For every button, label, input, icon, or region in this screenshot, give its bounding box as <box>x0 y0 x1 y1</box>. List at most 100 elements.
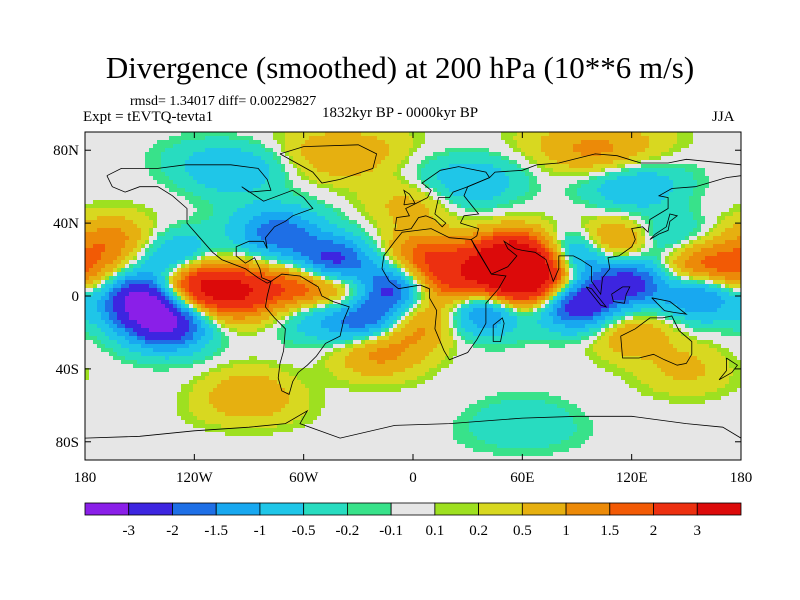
field-cell <box>253 148 258 153</box>
field-cell <box>221 188 226 193</box>
field-cell <box>161 164 166 169</box>
field-cell <box>597 228 602 233</box>
field-cell <box>685 140 690 145</box>
field-cell <box>457 216 462 221</box>
field-cell <box>125 204 130 209</box>
field-cell <box>713 236 718 241</box>
field-cell <box>589 144 594 149</box>
field-cell <box>609 248 614 253</box>
field-cell <box>261 188 266 193</box>
field-cell <box>697 248 702 253</box>
field-cell <box>697 188 702 193</box>
field-cell <box>557 224 562 229</box>
field-cell <box>101 244 106 249</box>
field-cell <box>461 144 466 149</box>
field-cell <box>205 212 210 217</box>
field-cell <box>201 184 206 189</box>
field-cell <box>181 192 186 197</box>
field-cell <box>145 200 150 205</box>
field-cell <box>305 136 310 141</box>
field-cell <box>657 152 662 157</box>
field-cell <box>125 232 130 237</box>
field-cell <box>497 200 502 205</box>
field-cell <box>149 180 154 185</box>
field-cell <box>605 240 610 245</box>
field-cell <box>717 148 722 153</box>
field-cell <box>529 192 534 197</box>
field-cell <box>425 164 430 169</box>
field-cell <box>477 204 482 209</box>
field-cell <box>609 140 614 145</box>
field-cell <box>725 236 730 241</box>
field-cell <box>657 176 662 181</box>
field-cell <box>253 228 258 233</box>
field-cell <box>621 160 626 165</box>
field-cell <box>605 220 610 225</box>
field-cell <box>237 212 242 217</box>
field-cell <box>557 188 562 193</box>
field-cell <box>365 156 370 161</box>
field-cell <box>593 148 598 153</box>
field-cell <box>325 208 330 213</box>
field-cell <box>257 132 262 137</box>
field-cell <box>689 200 694 205</box>
field-cell <box>145 244 150 249</box>
field-cell <box>301 172 306 177</box>
field-cell <box>109 172 114 177</box>
field-cell <box>645 156 650 161</box>
field-cell <box>241 244 246 249</box>
field-cell <box>217 152 222 157</box>
field-cell <box>281 204 286 209</box>
field-cell <box>301 248 306 253</box>
field-cell <box>437 132 442 137</box>
field-cell <box>649 168 654 173</box>
field-cell <box>125 164 130 169</box>
field-cell <box>597 236 602 241</box>
field-cell <box>133 156 138 161</box>
field-cell <box>605 236 610 241</box>
field-cell <box>141 204 146 209</box>
field-cell <box>677 220 682 225</box>
field-cell <box>197 228 202 233</box>
field-cell <box>149 164 154 169</box>
field-cell <box>673 140 678 145</box>
field-cell <box>85 192 90 197</box>
field-cell <box>441 188 446 193</box>
field-cell <box>269 164 274 169</box>
field-cell <box>205 192 210 197</box>
field-cell <box>657 156 662 161</box>
field-cell <box>645 196 650 201</box>
field-cell <box>97 164 102 169</box>
field-cell <box>337 212 342 217</box>
field-cell <box>157 248 162 253</box>
field-cell <box>657 236 662 241</box>
field-cell <box>629 152 634 157</box>
field-cell <box>205 132 210 137</box>
field-cell <box>109 252 114 257</box>
field-cell <box>721 248 726 253</box>
field-cell <box>493 156 498 161</box>
field-cell <box>193 252 198 257</box>
field-cell <box>589 184 594 189</box>
field-cell <box>665 148 670 153</box>
field-cell <box>337 164 342 169</box>
field-cell <box>273 244 278 249</box>
field-cell <box>665 136 670 141</box>
field-cell <box>413 140 418 145</box>
field-cell <box>249 204 254 209</box>
field-cell <box>737 140 741 145</box>
field-cell <box>601 136 606 141</box>
field-cell <box>537 188 542 193</box>
field-cell <box>669 172 674 177</box>
field-cell <box>293 220 298 225</box>
field-cell <box>105 236 110 241</box>
field-cell <box>361 188 366 193</box>
field-cell <box>553 244 558 249</box>
field-cell <box>537 192 542 197</box>
field-cell <box>125 160 130 165</box>
field-cell <box>605 204 610 209</box>
field-cell <box>401 148 406 153</box>
field-cell <box>693 200 698 205</box>
field-cell <box>233 176 238 181</box>
field-cell <box>257 236 262 241</box>
